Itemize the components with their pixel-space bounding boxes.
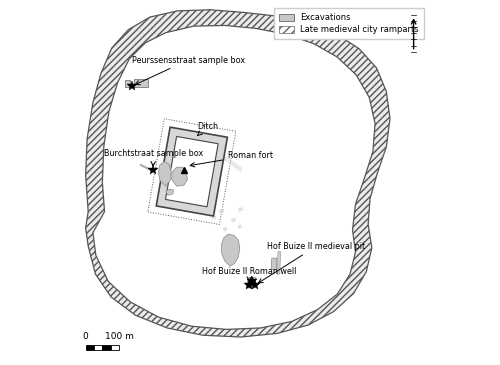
FancyBboxPatch shape [94,345,102,350]
Polygon shape [222,234,240,266]
Text: Hof Buize II medieval pit: Hof Buize II medieval pit [258,242,366,283]
Polygon shape [223,227,228,231]
Polygon shape [93,26,375,329]
Polygon shape [198,139,242,172]
Text: 0: 0 [83,332,88,341]
Polygon shape [238,207,242,212]
Polygon shape [249,278,254,288]
FancyBboxPatch shape [124,80,130,87]
Polygon shape [156,127,228,216]
Polygon shape [212,216,216,220]
FancyBboxPatch shape [110,345,119,350]
Polygon shape [166,137,218,207]
Polygon shape [231,218,236,223]
Text: Hof Buize II Roman well: Hof Buize II Roman well [202,267,296,282]
Polygon shape [158,161,171,186]
Polygon shape [210,204,215,208]
Polygon shape [166,189,173,195]
Polygon shape [278,251,280,274]
Polygon shape [246,278,250,288]
Legend: Excavations, Late medieval city ramparts: Excavations, Late medieval city ramparts [274,8,424,39]
Polygon shape [86,10,390,337]
FancyBboxPatch shape [102,345,110,350]
FancyBboxPatch shape [134,79,148,87]
Polygon shape [238,224,242,229]
Polygon shape [252,278,256,288]
Text: Roman fort: Roman fort [190,151,273,167]
Polygon shape [172,167,188,186]
FancyBboxPatch shape [86,345,94,350]
Text: 100 m: 100 m [104,332,134,341]
Text: Peurssensstraat sample box: Peurssensstraat sample box [132,55,245,85]
Text: Burchtstraat sample box: Burchtstraat sample box [104,149,203,166]
Text: Ditch: Ditch [198,122,218,136]
Polygon shape [271,258,277,270]
Polygon shape [219,209,224,214]
